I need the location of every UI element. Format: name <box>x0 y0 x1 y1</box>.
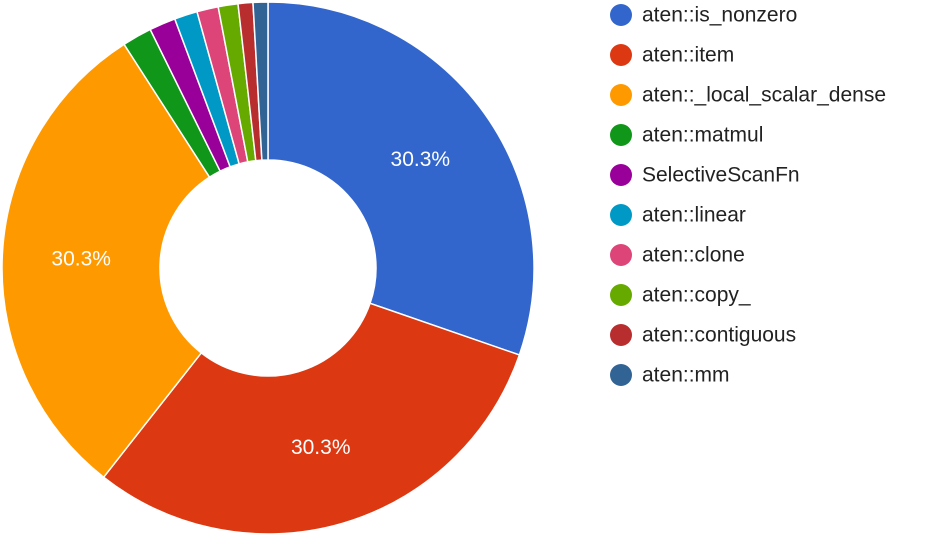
legend-label: aten::mm <box>642 364 730 387</box>
legend: aten::is_nonzeroaten::itematen::_local_s… <box>610 4 886 387</box>
pie-slice-aten-item <box>102 302 521 535</box>
slice-label-aten-local-scalar-dense: 30.3% <box>51 248 111 271</box>
legend-label: aten::_local_scalar_dense <box>642 84 886 107</box>
legend-swatch <box>610 124 632 146</box>
legend-label: aten::linear <box>642 204 746 227</box>
legend-item-aten-local-scalar-dense: aten::_local_scalar_dense <box>610 84 886 107</box>
legend-label: SelectiveScanFn <box>642 164 800 187</box>
pie-slice-aten-mm <box>252 1 269 161</box>
legend-item-aten-item: aten::item <box>610 44 734 67</box>
legend-item-aten-is-nonzero: aten::is_nonzero <box>610 4 797 27</box>
legend-label: aten::clone <box>642 244 745 267</box>
legend-label: aten::item <box>642 44 734 67</box>
legend-swatch <box>610 244 632 266</box>
legend-item-aten-linear: aten::linear <box>610 204 746 227</box>
legend-item-aten-mm: aten::mm <box>610 364 730 387</box>
legend-swatch <box>610 164 632 186</box>
legend-item-selectivescanfn: SelectiveScanFn <box>610 164 800 187</box>
legend-swatch <box>610 204 632 226</box>
slice-labels: 30.3% 30.3% 30.3% <box>51 148 450 459</box>
legend-label: aten::copy_ <box>642 284 751 307</box>
legend-label: aten::matmul <box>642 124 763 147</box>
legend-swatch <box>610 4 632 26</box>
slice-label-aten-item: 30.3% <box>291 436 351 459</box>
legend-item-aten-contiguous: aten::contiguous <box>610 324 796 347</box>
pie-slice-aten-is-nonzero <box>267 1 535 356</box>
legend-swatch <box>610 364 632 386</box>
legend-label: aten::is_nonzero <box>642 4 797 27</box>
slice-label-aten-is-nonzero: 30.3% <box>391 148 451 171</box>
pie-slice-aten-local-scalar-dense <box>1 43 211 479</box>
legend-item-aten-copy: aten::copy_ <box>610 284 751 307</box>
legend-item-aten-clone: aten::clone <box>610 244 745 267</box>
legend-label: aten::contiguous <box>642 324 796 347</box>
pie-slices <box>1 1 535 535</box>
legend-swatch <box>610 84 632 106</box>
legend-swatch <box>610 44 632 66</box>
legend-item-aten-matmul: aten::matmul <box>610 124 763 147</box>
legend-swatch <box>610 324 632 346</box>
legend-swatch <box>610 284 632 306</box>
